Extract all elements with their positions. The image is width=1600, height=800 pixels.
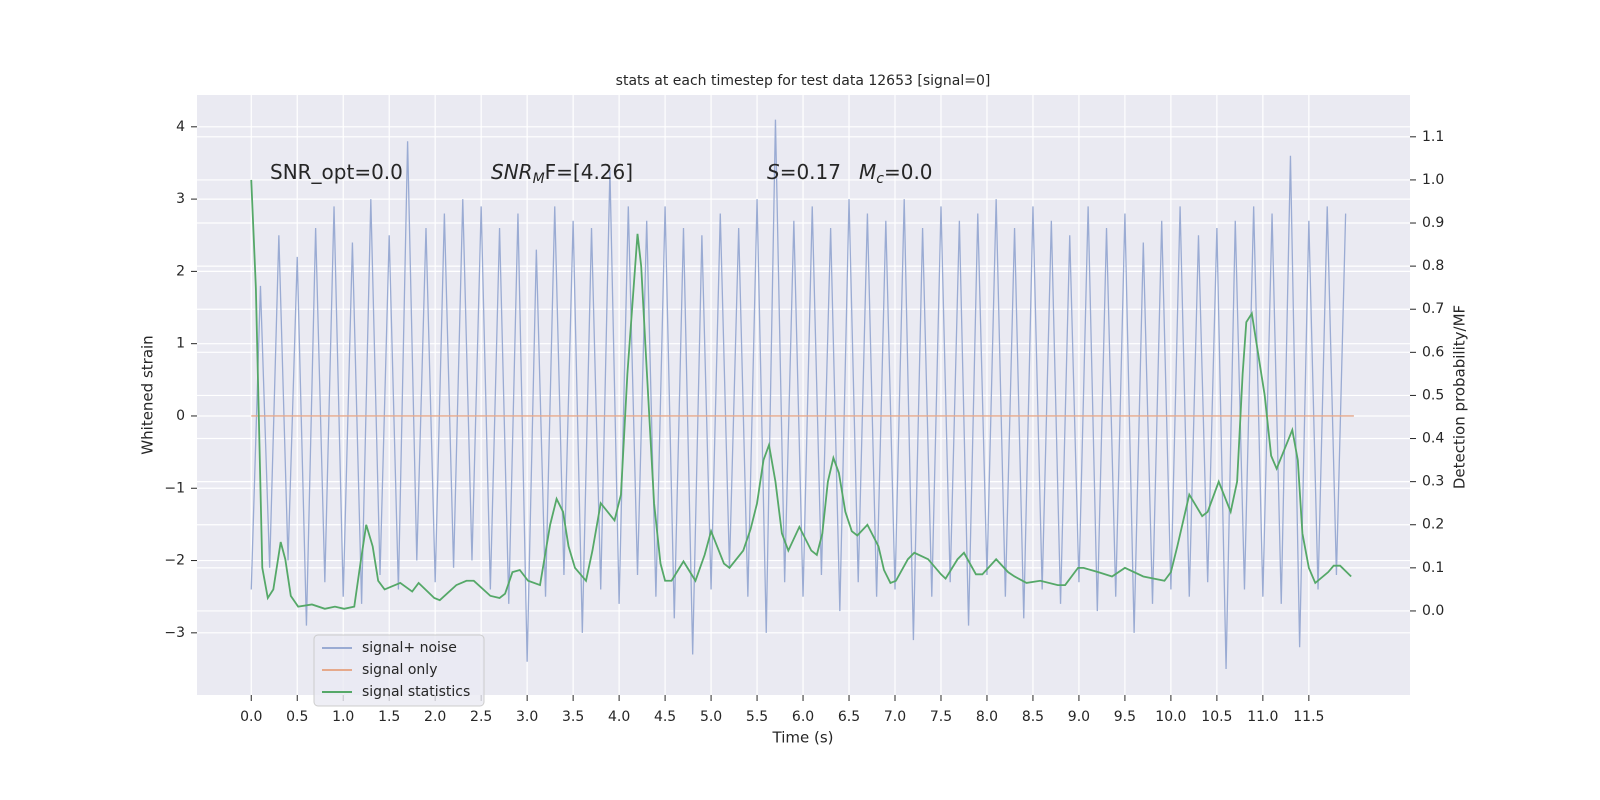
series-line: [250, 179, 1352, 610]
x-tick-label: 1.0: [332, 709, 354, 725]
legend-label: signal+ noise: [362, 640, 457, 656]
y-tick-label: 3: [176, 191, 185, 207]
x-tick-label: 2.0: [424, 709, 446, 725]
x-tick-label: 6.0: [792, 709, 814, 725]
y-axis-label: Whitened strain: [139, 335, 157, 454]
legend-label: signal only: [362, 662, 437, 678]
annotation-part: M: [533, 171, 545, 187]
y2-tick-label: 0.7: [1422, 301, 1444, 317]
x-tick-label: 7.5: [930, 709, 952, 725]
annotation-part: =0.0: [884, 160, 933, 184]
y-tick-label: −2: [164, 553, 185, 569]
y2-tick-label: 0.8: [1422, 258, 1444, 274]
chart-title: stats at each timestep for test data 126…: [616, 73, 991, 89]
x-axis-label: Time (s): [772, 729, 834, 747]
y2-tick-label: 0.4: [1422, 431, 1444, 447]
annotation: SNRMF=[4.26]: [491, 160, 633, 188]
y-tick-label: 0: [176, 408, 185, 424]
legend-label: signal statistics: [362, 684, 470, 700]
y2-tick-label: 0.5: [1422, 387, 1444, 403]
annotation: Mc=0.0: [859, 160, 933, 188]
annotation-part: M: [859, 160, 876, 184]
annotation-part: =0.17: [780, 160, 841, 184]
y2-tick-label: 1.0: [1422, 172, 1444, 188]
annotation-part: SNR_opt=0.0: [270, 160, 403, 184]
annotation: SNR_opt=0.0: [270, 160, 403, 184]
x-tick-label: 3.5: [562, 709, 584, 725]
x-tick-label: 3.0: [516, 709, 538, 725]
annotation-part: F=[4.26]: [545, 160, 633, 184]
annotation-part: SNR: [491, 160, 533, 184]
x-tick-label: 9.0: [1068, 709, 1090, 725]
x-tick-label: 9.5: [1114, 709, 1136, 725]
legend-box: [313, 634, 485, 707]
x-tick-label: 4.0: [608, 709, 630, 725]
y2-axis-label: Detection probability/MF: [1451, 305, 1469, 489]
y-tick-label: −1: [164, 480, 185, 496]
series-line: [250, 119, 1347, 669]
y-tick-label: 2: [176, 263, 185, 279]
x-tick-label: 8.0: [976, 709, 998, 725]
x-tick-label: 0.0: [240, 709, 262, 725]
x-tick-label: 0.5: [286, 709, 308, 725]
y2-tick-label: 0.6: [1422, 344, 1444, 360]
annotation-part: c: [876, 171, 884, 187]
x-tick-label: 7.0: [884, 709, 906, 725]
x-tick-label: 11.0: [1247, 709, 1278, 725]
y-tick-label: 4: [176, 119, 185, 135]
x-tick-label: 1.5: [378, 709, 400, 725]
x-tick-label: 2.5: [470, 709, 492, 725]
x-tick-label: 10.0: [1155, 709, 1186, 725]
y2-tick-label: 0.9: [1422, 215, 1444, 231]
x-tick-label: 5.0: [700, 709, 722, 725]
y2-tick-label: 0.0: [1422, 603, 1444, 619]
y2-tick-label: 1.1: [1422, 129, 1444, 145]
x-tick-label: 4.5: [654, 709, 676, 725]
annotation-part: S: [767, 160, 780, 184]
x-tick-label: 6.5: [838, 709, 860, 725]
annotation: S=0.17: [767, 160, 841, 184]
y2-tick-label: 0.3: [1422, 474, 1444, 490]
y-tick-label: 1: [176, 336, 185, 352]
x-tick-label: 10.5: [1201, 709, 1232, 725]
x-tick-label: 5.5: [746, 709, 768, 725]
y2-tick-label: 0.1: [1422, 560, 1444, 576]
y-tick-label: −3: [164, 625, 185, 641]
x-tick-label: 11.5: [1293, 709, 1324, 725]
x-tick-label: 8.5: [1022, 709, 1044, 725]
y2-tick-label: 0.2: [1422, 517, 1444, 533]
